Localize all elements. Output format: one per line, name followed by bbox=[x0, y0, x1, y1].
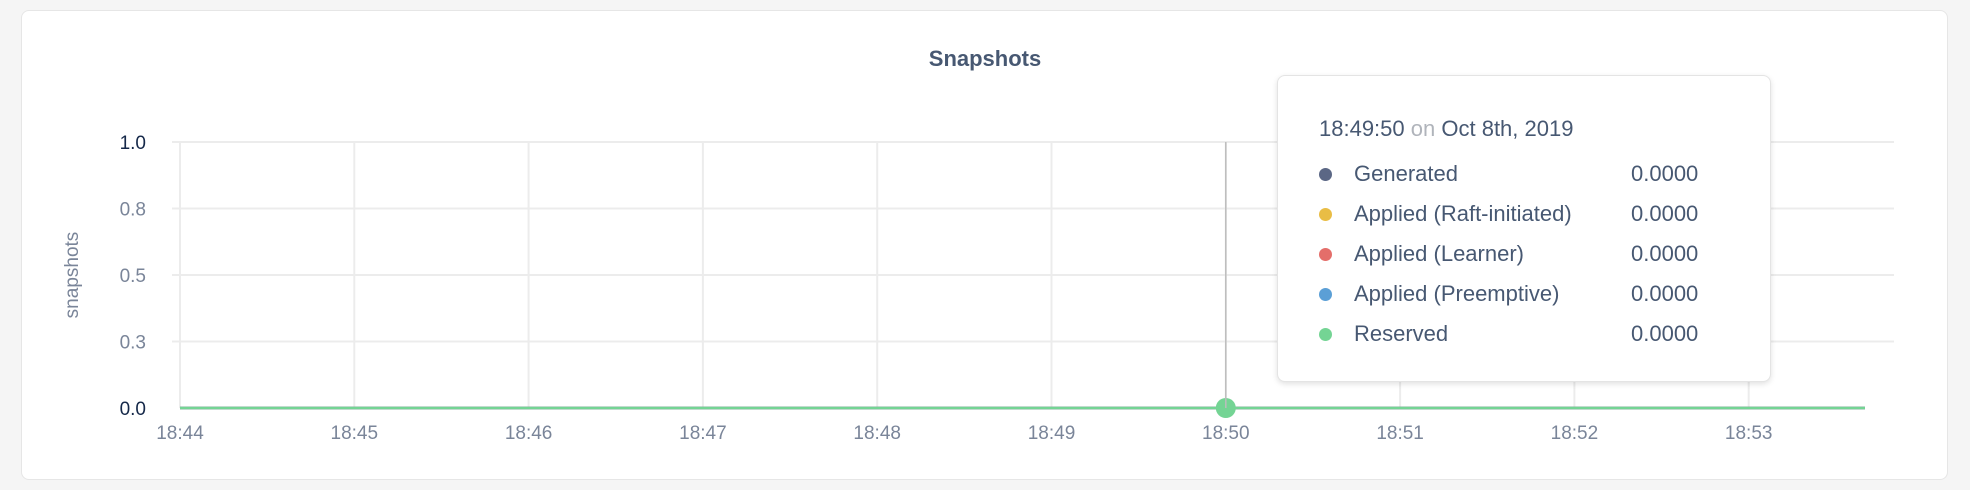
x-tick-label: 18:51 bbox=[1376, 423, 1424, 444]
tooltip-series-value: 0.0000 bbox=[1631, 161, 1699, 186]
tooltip-series-value: 0.0000 bbox=[1631, 241, 1699, 266]
tooltip-series-label: Reserved bbox=[1354, 321, 1449, 346]
y-tick-label: 0.3 bbox=[120, 333, 146, 354]
tooltip-series-label: Applied (Preemptive) bbox=[1354, 281, 1560, 306]
y-tick-label: 1.0 bbox=[120, 133, 146, 154]
tooltip-series-label: Applied (Learner) bbox=[1354, 241, 1524, 266]
x-tick-label: 18:50 bbox=[1202, 423, 1250, 444]
x-tick-label: 18:47 bbox=[679, 423, 727, 444]
tooltip-row: Applied (Learner) 0.0000 bbox=[1319, 234, 1770, 274]
hover-tooltip: 18:49:50 on Oct 8th, 2019 Generated 0.000… bbox=[1277, 75, 1771, 382]
tooltip-header: 18:49:50 on Oct 8th, 2019 bbox=[1319, 116, 1770, 142]
tooltip-series-value: 0.0000 bbox=[1631, 281, 1699, 306]
series-color-dot-icon bbox=[1319, 327, 1332, 341]
tooltip-row: Applied (Preemptive) 0.0000 bbox=[1319, 274, 1770, 314]
x-tick-label: 18:45 bbox=[331, 423, 379, 444]
tooltip-row: Reserved 0.0000 bbox=[1319, 314, 1770, 354]
x-tick-label: 18:48 bbox=[853, 423, 901, 444]
y-tick-label: 0.0 bbox=[120, 399, 146, 420]
tooltip-date: Oct 8th, 2019 bbox=[1441, 116, 1574, 141]
tooltip-series-value: 0.0000 bbox=[1631, 201, 1699, 226]
y-axis-label: snapshots bbox=[62, 232, 83, 319]
chart-title: Snapshots bbox=[928, 46, 1042, 71]
series-color-dot-icon bbox=[1319, 167, 1332, 181]
x-tick-label: 18:52 bbox=[1551, 423, 1599, 444]
series-color-dot-icon bbox=[1319, 287, 1332, 301]
series-color-dot-icon bbox=[1319, 247, 1332, 261]
y-tick-label: 0.8 bbox=[120, 200, 146, 221]
tooltip-time: 18:49:50 bbox=[1319, 116, 1405, 141]
x-tick-label: 18:49 bbox=[1028, 423, 1076, 444]
series-color-dot-icon bbox=[1319, 207, 1332, 221]
tooltip-on: on bbox=[1410, 116, 1436, 141]
tooltip-series-label: Generated bbox=[1354, 161, 1458, 186]
x-tick-label: 18:46 bbox=[505, 423, 553, 444]
tooltip-series-value: 0.0000 bbox=[1631, 321, 1699, 346]
y-tick-label: 0.5 bbox=[120, 266, 146, 287]
tooltip-series-label: Applied (Raft-initiated) bbox=[1354, 201, 1572, 226]
tooltip-row: Generated 0.0000 bbox=[1319, 154, 1770, 194]
tooltip-row: Applied (Raft-initiated) 0.0000 bbox=[1319, 194, 1770, 234]
x-tick-label: 18:53 bbox=[1725, 423, 1773, 444]
x-tick-label: 18:44 bbox=[156, 423, 204, 444]
